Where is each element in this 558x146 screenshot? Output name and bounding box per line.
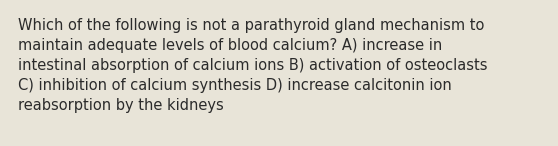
Text: reabsorption by the kidneys: reabsorption by the kidneys [18, 98, 224, 113]
Text: C) inhibition of calcium synthesis D) increase calcitonin ion: C) inhibition of calcium synthesis D) in… [18, 78, 452, 93]
Text: intestinal absorption of calcium ions B) activation of osteoclasts: intestinal absorption of calcium ions B)… [18, 58, 488, 73]
Text: maintain adequate levels of blood calcium? A) increase in: maintain adequate levels of blood calciu… [18, 38, 442, 53]
Text: Which of the following is not a parathyroid gland mechanism to: Which of the following is not a parathyr… [18, 18, 484, 33]
